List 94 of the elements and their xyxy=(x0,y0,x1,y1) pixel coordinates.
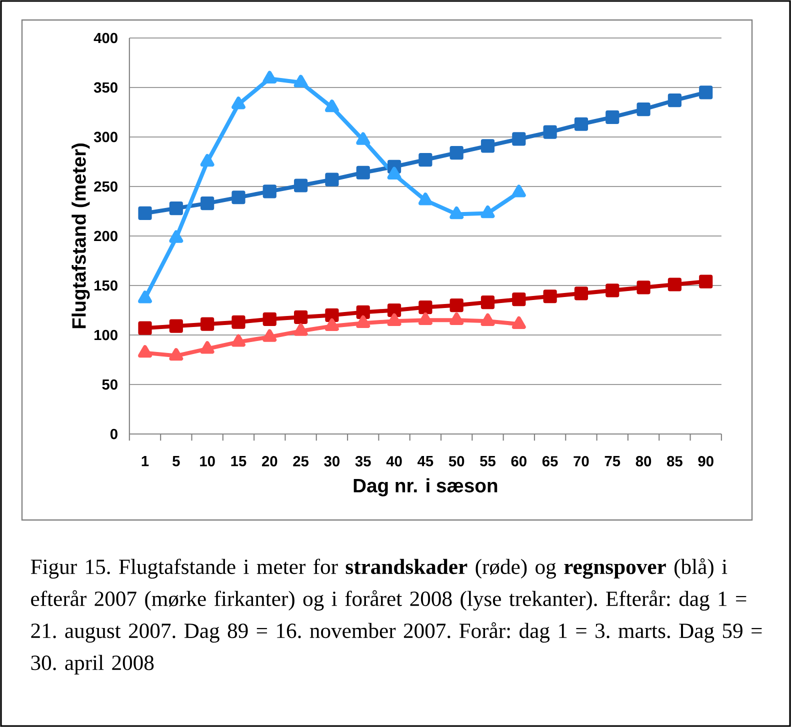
point xyxy=(294,310,308,324)
point xyxy=(450,312,464,326)
x-tick-label: 40 xyxy=(386,456,402,466)
y-tick-label: 250 xyxy=(94,181,118,192)
y-tick-label: 350 xyxy=(94,82,118,93)
point xyxy=(480,139,495,153)
point xyxy=(512,292,526,306)
text: Figur 15. Flugtafstande i meter for strandskader (røde) og regnspover (blå) i efterår 2007 (mørke firkanter) og i foråret 2008 (lyse trekanter). Efterår: dag 1 = 21. august 2007. Dag 89 = 16. november 2007. Forår: dag 1 = 3. marts. Dag 59 = 30. april 2008 xyxy=(30,558,762,675)
point xyxy=(232,334,246,347)
point xyxy=(668,94,682,108)
point xyxy=(418,192,432,206)
x-tick-label: 5 xyxy=(172,456,180,466)
point xyxy=(512,184,526,198)
x-tick-label: 10 xyxy=(200,456,215,466)
point xyxy=(480,296,495,310)
point xyxy=(324,318,339,331)
point xyxy=(169,201,183,216)
x-tick-label: 1 xyxy=(142,456,149,466)
point xyxy=(294,74,308,88)
point xyxy=(169,348,184,361)
point xyxy=(450,298,464,312)
point xyxy=(200,154,214,167)
point xyxy=(232,315,246,329)
x-tick-label: 55 xyxy=(480,456,496,466)
point xyxy=(418,300,432,314)
x-tick-label: 30 xyxy=(324,456,340,466)
y-tick-label: 200 xyxy=(94,230,118,242)
y-tick-label: 50 xyxy=(102,379,118,390)
point xyxy=(356,305,370,320)
point xyxy=(324,100,339,112)
point xyxy=(200,317,214,331)
point xyxy=(262,312,276,326)
point xyxy=(699,274,713,288)
point xyxy=(325,308,339,322)
point xyxy=(387,166,402,180)
point xyxy=(138,206,152,220)
y-tick-label: 150 xyxy=(94,280,118,291)
point xyxy=(325,172,339,186)
point xyxy=(169,319,183,333)
x-tick-label: 70 xyxy=(574,456,589,466)
point xyxy=(574,117,588,131)
point xyxy=(543,290,557,304)
x-tick-label: 90 xyxy=(698,456,714,466)
y-tick-label: 100 xyxy=(94,330,118,340)
point xyxy=(450,206,464,220)
point xyxy=(138,290,152,304)
point xyxy=(356,132,370,145)
x-tick-label: 85 xyxy=(667,456,682,466)
point xyxy=(606,110,620,124)
x-tick-label: 60 xyxy=(511,456,526,466)
point xyxy=(480,205,495,218)
point xyxy=(262,329,277,342)
x-tick-label: 45 xyxy=(418,456,434,466)
point xyxy=(232,190,246,204)
point xyxy=(418,312,432,326)
point xyxy=(138,321,152,335)
point xyxy=(387,303,402,318)
point xyxy=(356,166,370,180)
point xyxy=(636,102,650,116)
point xyxy=(512,316,526,329)
x-tick-label: 25 xyxy=(293,456,309,466)
point xyxy=(512,132,526,146)
point xyxy=(294,178,308,192)
point xyxy=(387,313,402,326)
point xyxy=(294,323,308,336)
y-tick-label: 300 xyxy=(94,132,118,142)
point xyxy=(699,86,713,100)
x-tick-label: 15 xyxy=(231,456,246,466)
x-tick-label: 80 xyxy=(636,456,652,466)
point xyxy=(543,125,557,139)
x-tick-label: 50 xyxy=(448,456,464,466)
x-tick-label: 20 xyxy=(262,456,278,466)
point xyxy=(606,284,620,298)
x-tick-label: 65 xyxy=(542,456,558,466)
point xyxy=(200,341,214,354)
point xyxy=(636,280,650,294)
y-axis-title: Flugtafstand (meter) xyxy=(72,144,90,328)
point xyxy=(262,184,276,198)
point xyxy=(232,96,246,110)
point xyxy=(418,152,432,167)
point xyxy=(480,313,495,326)
y-tick-label: 400 xyxy=(94,32,118,44)
point xyxy=(138,345,152,358)
point xyxy=(262,70,277,84)
point xyxy=(450,146,464,160)
point xyxy=(169,230,184,243)
point xyxy=(668,278,682,292)
x-axis-title: Dag nr. i sæson xyxy=(354,478,498,496)
point xyxy=(574,286,588,300)
point xyxy=(356,315,370,328)
y-tick-label: 0 xyxy=(110,428,118,440)
x-tick-label: 35 xyxy=(355,456,371,466)
point xyxy=(200,196,214,210)
x-tick-label: 75 xyxy=(604,456,620,466)
